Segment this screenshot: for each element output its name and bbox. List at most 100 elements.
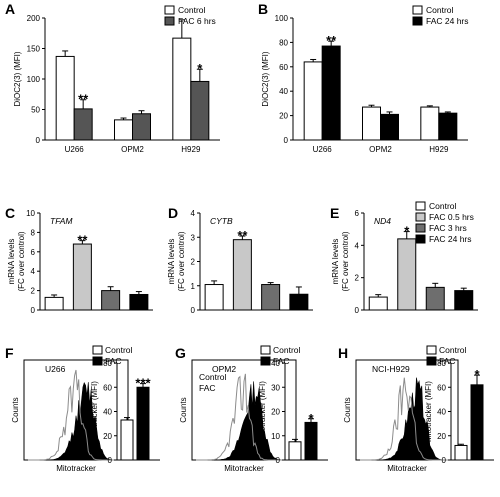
significance-marker: * [308, 411, 314, 426]
bar [73, 108, 93, 141]
y-tick-label: 0 [31, 306, 36, 315]
legend-swatch [426, 345, 437, 355]
y-tick-label: 60 [103, 383, 112, 392]
chart-panel-f: F U266 Counts Mitotracker 0 20 40 60 80 Mitotrack… [5, 345, 160, 473]
histogram-control [360, 377, 454, 461]
bar [368, 296, 388, 311]
histogram-control [196, 373, 292, 461]
panel-label: E [330, 205, 339, 221]
gene-label: ND4 [374, 216, 391, 226]
histogram-fac [196, 381, 292, 461]
chart-panel-b: B 0 20 40 60 80 100 DiOC2(3) (MFI) U266 OPM2 H929 *… [258, 1, 469, 154]
y-axis-label: mRNA levels [7, 239, 16, 285]
legend-swatch [412, 16, 423, 26]
bar [120, 419, 134, 461]
y-axis-label: Mitotracker (MFI) [424, 381, 433, 442]
bar [454, 444, 468, 461]
bar [397, 238, 417, 311]
y-axis-label: Mitotracker (MFI) [90, 381, 99, 442]
y-tick-label: 6 [355, 209, 360, 218]
y-tick-label: 4 [355, 241, 360, 250]
chart-panel-d: D 0 1 2 3 4 mRNA levels (FC over control) CYTB ** [167, 205, 313, 315]
y-tick-label: 60 [279, 63, 288, 72]
histogram-control [28, 369, 124, 461]
y-tick-label: 4 [31, 267, 36, 276]
y-tick-label: 0 [355, 306, 360, 315]
panel-label: A [5, 1, 15, 17]
y-axis-label: (FC over control) [17, 231, 26, 291]
significance-marker: ** [237, 228, 248, 243]
histogram-y-label: Counts [179, 397, 188, 422]
legend-swatch [260, 345, 271, 355]
legend-swatch [415, 234, 426, 244]
significance-marker: ** [78, 92, 89, 107]
legend-swatch [164, 5, 175, 15]
legend-label: Control [439, 345, 467, 355]
histogram-title: NCI-H929 [372, 364, 410, 374]
y-tick-label: 0 [191, 306, 196, 315]
legend-label: FAC [105, 356, 122, 366]
y-tick-label: 40 [437, 408, 446, 417]
y-axis-label: (FC over control) [341, 231, 350, 291]
panel-label: C [5, 205, 15, 221]
histogram-x-label: Mitotracker [224, 464, 264, 473]
y-tick-label: 40 [279, 87, 288, 96]
chart-panel-h: H NCI-H929 Counts Mitotracker 0 20 40 60 80 Mitot… [338, 345, 494, 473]
histogram-fac-label: FAC [199, 383, 216, 393]
y-tick-label: 80 [437, 359, 446, 368]
bar [288, 441, 302, 461]
histogram-x-label: Mitotracker [387, 464, 427, 473]
y-axis-label: (FC over control) [177, 231, 186, 291]
x-tick-label: U266 [313, 145, 333, 154]
legend-label: FAC [439, 356, 456, 366]
legend-label: FAC 0.5 hrs [429, 212, 474, 222]
x-tick-label: U266 [65, 145, 85, 154]
histogram-control-label: Control [199, 372, 227, 382]
x-tick-label: OPM2 [121, 145, 144, 154]
y-tick-label: 80 [103, 359, 112, 368]
x-tick-label: H929 [429, 145, 449, 154]
y-tick-label: 0 [284, 136, 289, 145]
panel-label: H [338, 345, 348, 361]
legend-swatch [426, 356, 437, 366]
bar [420, 106, 440, 141]
legend-label: Control [426, 5, 454, 15]
legend-swatch [260, 356, 271, 366]
legend-swatch [164, 16, 175, 26]
y-tick-label: 20 [279, 112, 288, 121]
bar [190, 80, 210, 141]
bar [129, 293, 149, 311]
y-tick-label: 20 [437, 432, 446, 441]
bar [304, 421, 318, 461]
y-axis-label: mRNA levels [331, 239, 340, 285]
histogram-y-label: Counts [343, 397, 352, 422]
y-tick-label: 20 [103, 432, 112, 441]
y-tick-label: 30 [271, 383, 280, 392]
y-axis-label: DiOC2(3) (MFI) [13, 51, 22, 106]
y-tick-label: 1 [191, 282, 196, 291]
bar [470, 384, 484, 461]
y-tick-label: 0 [36, 136, 41, 145]
legend-swatch [415, 223, 426, 233]
legend-swatch [415, 212, 426, 222]
y-tick-label: 150 [27, 45, 41, 54]
x-tick-label: H929 [181, 145, 201, 154]
legend-label: Control [429, 201, 457, 211]
y-tick-label: 50 [31, 106, 40, 115]
y-tick-label: 2 [191, 258, 196, 267]
bar [44, 296, 64, 311]
panel-label: D [168, 205, 178, 221]
bar [321, 45, 341, 141]
legend-swatch [415, 201, 426, 211]
legend-swatch [92, 356, 103, 366]
histogram-title: OPM2 [212, 364, 236, 374]
bar [136, 386, 150, 461]
panel-label: B [258, 1, 268, 17]
bar [172, 37, 192, 141]
legend-label: FAC 24 hrs [426, 16, 469, 26]
y-tick-label: 20 [271, 408, 280, 417]
y-tick-label: 2 [31, 287, 36, 296]
x-tick-label: OPM2 [369, 145, 392, 154]
y-tick-label: 80 [279, 38, 288, 47]
